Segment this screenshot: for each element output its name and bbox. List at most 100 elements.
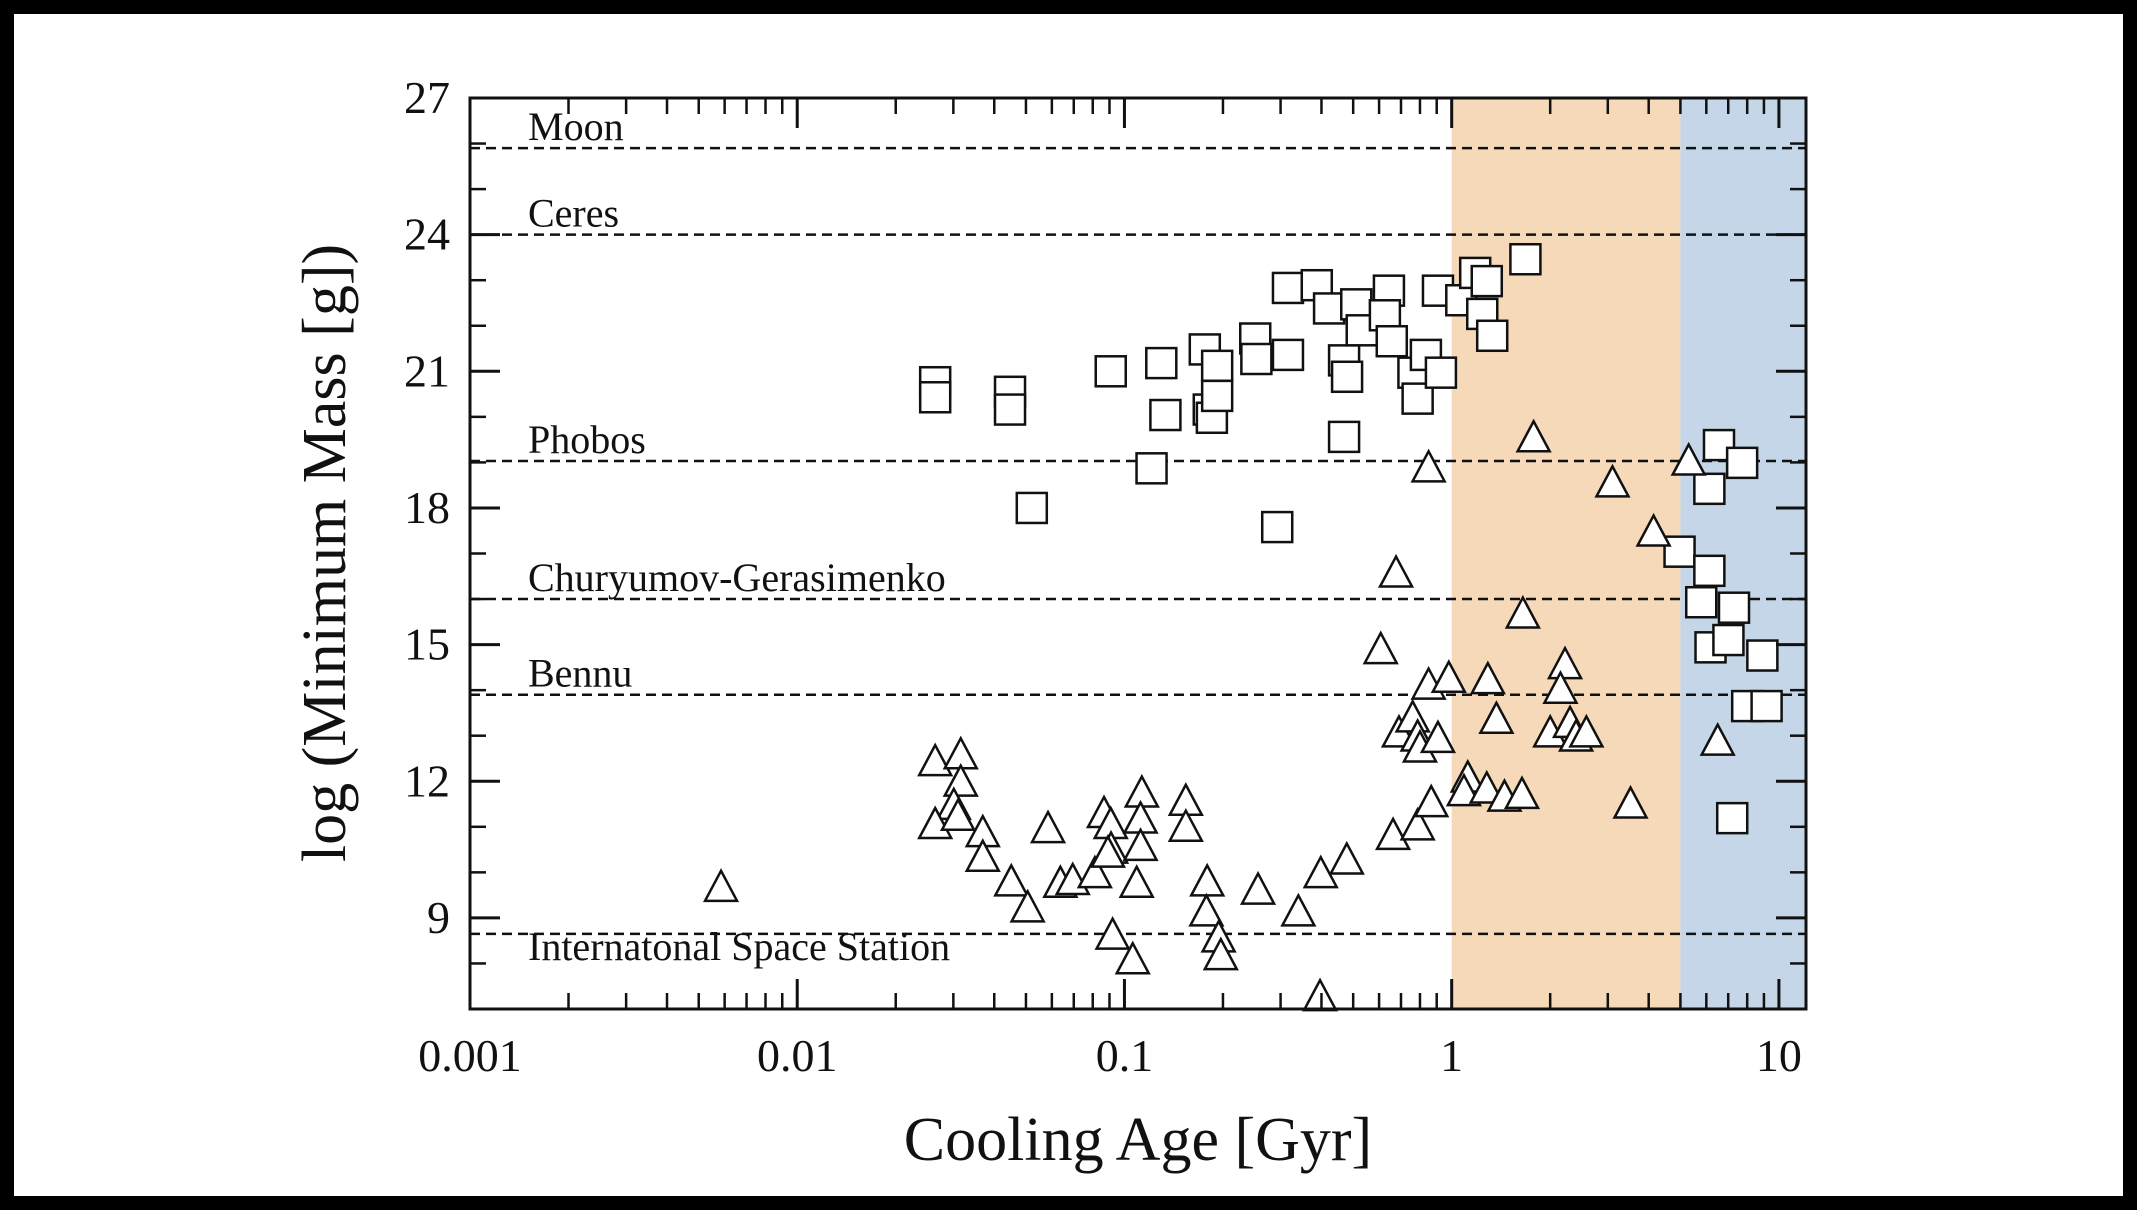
- square-point: [1663, 535, 1696, 568]
- triangle-point: [1377, 553, 1415, 588]
- square-point: [1200, 349, 1234, 383]
- y-tick-label: 27: [404, 72, 450, 123]
- triangle-point: [993, 862, 1030, 897]
- square-point: [1746, 639, 1779, 672]
- reference-line-label: Churyumov-Gerasimenko: [528, 555, 946, 600]
- age-bands: [1451, 98, 1806, 1009]
- triangle-point: [1410, 448, 1447, 483]
- triangle-point: [1009, 888, 1046, 923]
- square-point: [1712, 623, 1745, 657]
- triangle-point: [1469, 660, 1506, 695]
- triangle-point: [1094, 916, 1131, 950]
- triangle-point: [1419, 719, 1457, 754]
- square-point: [1685, 585, 1718, 619]
- square-point: [1327, 420, 1361, 454]
- triangle-point: [1503, 775, 1541, 810]
- triangle-point: [1468, 769, 1505, 804]
- square-point: [1312, 292, 1346, 325]
- triangle-point: [1478, 700, 1515, 735]
- reference-lines: Moon Ceres Phobos Churyumov-Gerasimenko Benn…: [470, 104, 1806, 969]
- triangle-point: [1394, 698, 1431, 733]
- y-tick-label: 24: [404, 209, 450, 260]
- x-tick-label: 0.01: [757, 1030, 838, 1081]
- y-tick-label: 12: [404, 755, 450, 806]
- y-tick-label: 18: [404, 482, 450, 533]
- square-point: [1725, 446, 1759, 480]
- triangle-point: [1504, 594, 1541, 629]
- x-tick-label: 0.001: [418, 1030, 522, 1081]
- triangle-point: [939, 797, 977, 832]
- triangle-point: [1302, 854, 1339, 889]
- triangle-point: [1280, 892, 1317, 927]
- triangle-point: [1029, 809, 1067, 844]
- reference-line-label: Moon: [528, 104, 624, 149]
- triangle-point: [1542, 670, 1579, 704]
- triangle-point: [1122, 827, 1159, 862]
- triangle-point: [964, 838, 1001, 873]
- triangle-point: [1328, 840, 1365, 875]
- triangle-point: [1374, 816, 1412, 851]
- triangle-point: [917, 742, 954, 777]
- square-point: [1094, 355, 1127, 388]
- reference-line-label: Bennu: [528, 651, 632, 696]
- triangle-point: [942, 762, 979, 797]
- triangle-point: [1089, 834, 1126, 868]
- triangle-point: [1239, 870, 1277, 905]
- square-point: [1424, 356, 1458, 389]
- triangle-point: [1076, 854, 1113, 889]
- triangle-point: [702, 868, 740, 903]
- y-axis-label: log (Minimum Mass [g]): [291, 244, 359, 862]
- square-point: [1260, 510, 1294, 544]
- square-point: [1015, 491, 1049, 525]
- x-tick-label: 0.1: [1096, 1030, 1154, 1081]
- triangle-point: [1114, 940, 1151, 975]
- square-point: [918, 381, 952, 414]
- triangle-point: [1167, 808, 1204, 842]
- band-1: [1680, 98, 1806, 1009]
- square-point: [1330, 360, 1364, 394]
- triangle-point: [1699, 721, 1736, 756]
- square-point: [1271, 338, 1305, 372]
- triangle-point: [1670, 441, 1707, 476]
- triangle-point: [1612, 784, 1649, 819]
- data-points: [702, 242, 1783, 1012]
- triangle-point: [1123, 773, 1160, 808]
- square-point: [1135, 452, 1168, 485]
- band-0: [1451, 98, 1681, 1009]
- triangle-point: [1515, 418, 1552, 453]
- triangle-point: [1568, 713, 1605, 748]
- triangle-point: [1202, 936, 1239, 971]
- reference-line-label: Ceres: [528, 191, 619, 236]
- square-point: [1509, 242, 1542, 276]
- reference-line-label: Phobos: [528, 417, 646, 462]
- triangle-point: [1546, 645, 1584, 680]
- triangle-point: [1413, 783, 1450, 818]
- square-point: [1149, 398, 1182, 432]
- triangle-point: [1430, 659, 1467, 694]
- square-point: [1750, 689, 1783, 723]
- square-point: [1271, 271, 1305, 305]
- x-tick-label: 1: [1440, 1030, 1463, 1081]
- triangle-point: [1399, 806, 1436, 841]
- triangle-point: [1189, 862, 1226, 897]
- square-point: [1200, 379, 1234, 413]
- triangle-point: [1362, 630, 1399, 665]
- triangle-point: [1635, 512, 1672, 547]
- axes: 0.001 0.01 0.1 1 10 9 12 15 18 21 24 27: [404, 72, 1808, 1081]
- square-point: [993, 393, 1027, 426]
- square-point: [1145, 346, 1178, 380]
- square-point: [1240, 342, 1273, 376]
- square-point: [1693, 554, 1726, 588]
- y-tick-label: 21: [404, 345, 450, 396]
- y-tick-label: 15: [404, 619, 450, 670]
- square-point: [1693, 472, 1726, 506]
- square-point: [1401, 382, 1434, 415]
- triangle-point: [1301, 977, 1339, 1012]
- reference-line-label: Internatonal Space Station: [528, 924, 950, 969]
- square-point: [1475, 319, 1509, 353]
- triangle-point: [1594, 463, 1631, 498]
- x-tick-label: 10: [1756, 1030, 1802, 1081]
- y-tick-label: 9: [427, 892, 450, 943]
